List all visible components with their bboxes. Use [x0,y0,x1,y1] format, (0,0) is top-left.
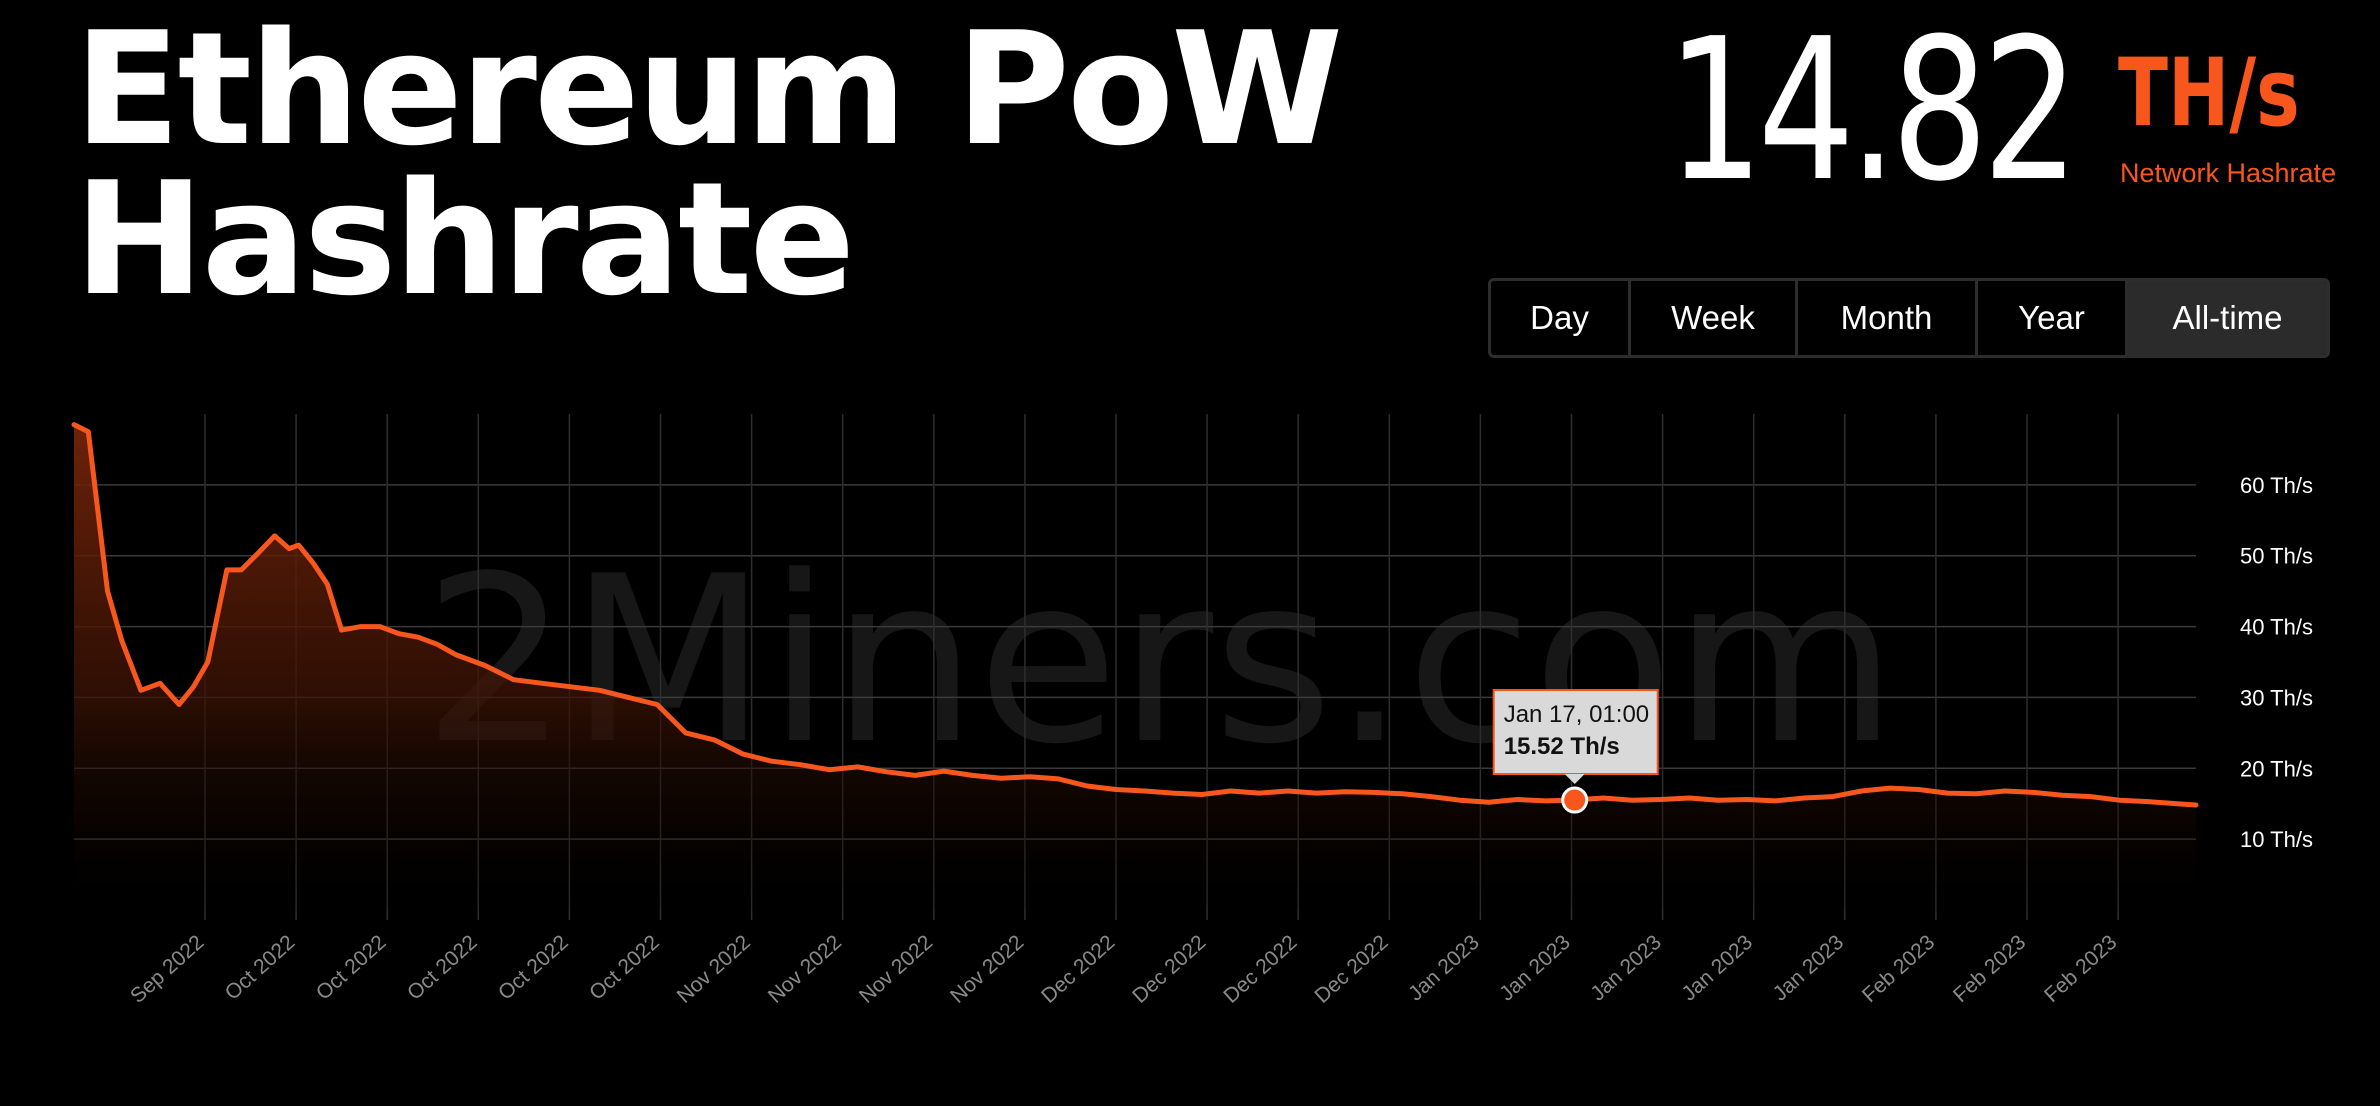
range-month-button[interactable]: Month [1798,281,1978,355]
y-tick-label: 10 Th/s [2240,827,2313,852]
page-title-line-2: Hashrate [74,148,855,330]
series-line [71,422,2199,808]
time-range-selector: Day Week Month Year All-time [1488,278,2330,358]
tooltip-pointer [1564,774,1585,785]
x-tick-label: Oct 2022 [221,931,300,1005]
tooltip-date: Jan 17, 01:00 [1504,701,1649,728]
tooltip-point-marker[interactable] [1561,786,1589,814]
y-tick-label: 20 Th/s [2240,756,2313,781]
range-week-button[interactable]: Week [1631,281,1798,355]
y-axis-ticks: 10 Th/s 20 Th/s 30 Th/s 40 Th/s 50 Th/s 60 Th… [2240,473,2313,852]
y-tick-label: 50 Th/s [2240,544,2313,569]
x-tick-label: Dec 2022 [1219,931,1301,1008]
x-tick-label: Jan 2023 [1586,931,1666,1006]
tooltip-value: 15.52 Th/s [1504,733,1620,760]
x-tick-label: Dec 2022 [1128,931,1210,1008]
x-axis-ticks: Sep 2022 Oct 2022 Oct 2022 Oct 2022 Oct 2022… [126,931,2121,1008]
x-tick-label: Jan 2023 [1495,931,1575,1006]
chart-tooltip: Jan 17, 01:00 15.52 Th/s [1492,689,1659,814]
x-tick-label: Nov 2022 [673,931,755,1008]
current-hashrate-value: 14.82 [1666,0,2080,225]
series-area-fill [74,424,2196,910]
hashrate-chart[interactable]: 2Miners.com 10 Th/s20 Th/s30 Th/s40 Th/s… [0,400,2380,1106]
x-tick-label: Oct 2022 [312,931,391,1005]
x-tick-label: Feb 2023 [2040,931,2121,1007]
network-hashrate-caption: Network Hashrate [2120,158,2337,188]
x-tick-label: Oct 2022 [585,931,664,1005]
range-day-button[interactable]: Day [1491,281,1631,355]
page-title-line-1: Ethereum PoW [74,0,1343,180]
x-tick-label: Nov 2022 [855,931,937,1008]
x-tick-label: Feb 2023 [1858,931,1939,1007]
x-tick-label: Oct 2022 [403,931,482,1005]
x-tick-label: Feb 2023 [1949,931,2030,1007]
x-tick-label: Jan 2023 [1769,931,1849,1006]
y-tick-label: 30 Th/s [2240,685,2313,710]
x-tick-label: Jan 2023 [1404,931,1484,1006]
current-hashrate-unit: TH/s [2118,39,2300,148]
x-tick-label: Nov 2022 [946,931,1028,1008]
y-tick-label: 60 Th/s [2240,473,2313,498]
x-tick-label: Dec 2022 [1037,931,1119,1008]
y-tick-label: 40 Th/s [2240,615,2313,640]
x-tick-label: Nov 2022 [764,931,846,1008]
range-all-time-button[interactable]: All-time [2128,281,2327,355]
x-tick-label: Sep 2022 [126,931,208,1008]
x-tick-label: Dec 2022 [1310,931,1392,1008]
x-tick-label: Jan 2023 [1677,931,1757,1006]
x-tick-label: Oct 2022 [494,931,573,1005]
range-year-button[interactable]: Year [1978,281,2128,355]
page-title: Ethereum PoW Hashrate [74,0,1343,330]
